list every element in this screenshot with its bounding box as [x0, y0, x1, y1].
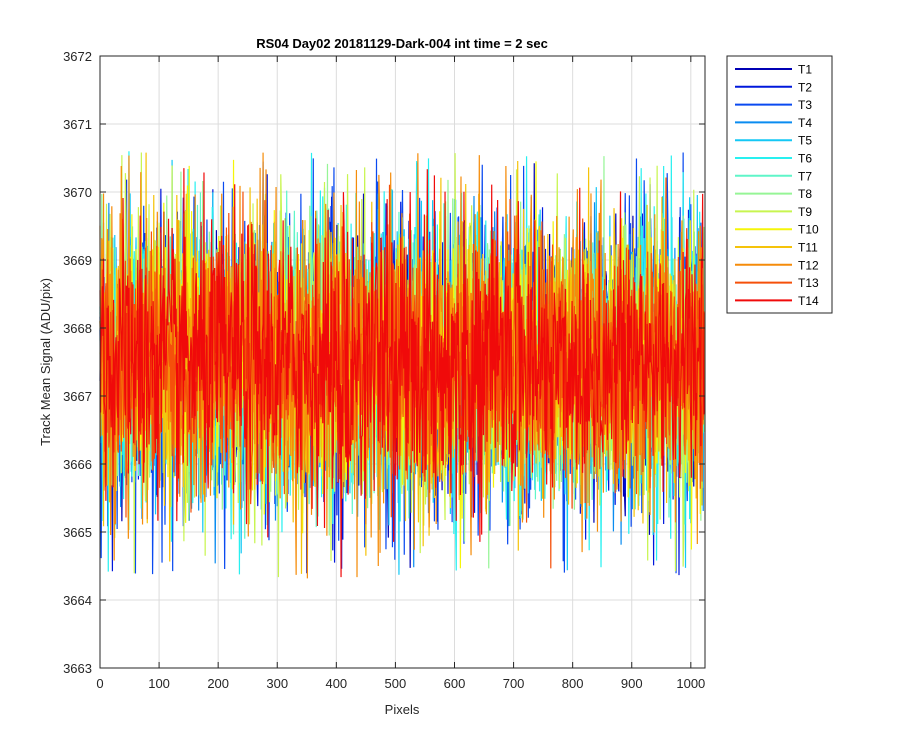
y-tick-label: 3663	[63, 661, 92, 676]
y-tick-label: 3669	[63, 253, 92, 268]
data-series	[99, 151, 706, 579]
legend-label: T3	[798, 98, 812, 112]
axis-ticks: 0 100 200 300 400 500 600 700 800 900 1000 3663 3664…	[63, 49, 705, 691]
y-tick-label: 3667	[63, 389, 92, 404]
x-tick-label: 200	[207, 676, 229, 691]
x-tick-label: 600	[444, 676, 466, 691]
legend-label: T14	[798, 294, 819, 308]
chart-title: RS04 Day02 20181129-Dark-004 int time = …	[256, 36, 548, 51]
legend: T1 T2 T3 T4 T5 T6 T7 T8 T9 T10 T11 T12 T13 T14	[726, 55, 833, 314]
legend-item-t14: T14	[735, 294, 819, 308]
series-line-t14	[99, 168, 706, 578]
y-tick-label: 3670	[63, 185, 92, 200]
legend-item-t6: T6	[735, 152, 812, 166]
y-tick-label: 3666	[63, 457, 92, 472]
legend-item-t13: T13	[735, 276, 819, 290]
legend-item-t7: T7	[735, 169, 812, 183]
legend-label: T9	[798, 205, 812, 219]
legend-label: T13	[798, 276, 819, 290]
y-tick-label: 3665	[63, 525, 92, 540]
x-tick-label: 300	[266, 676, 288, 691]
x-tick-label: 400	[325, 676, 347, 691]
y-tick-label: 3672	[63, 49, 92, 64]
legend-item-t8: T8	[735, 187, 812, 201]
legend-label: T12	[798, 258, 819, 272]
legend-label: T8	[798, 187, 812, 201]
x-tick-label: 500	[385, 676, 407, 691]
legend-item-t10: T10	[735, 223, 819, 237]
x-tick-label: 1000	[676, 676, 705, 691]
legend-label: T6	[798, 152, 812, 166]
legend-item-t2: T2	[735, 80, 812, 94]
legend-label: T4	[798, 116, 812, 130]
y-axis-label: Track Mean Signal (ADU/pix)	[38, 278, 53, 446]
legend-item-t9: T9	[735, 205, 812, 219]
y-tick-label: 3664	[63, 593, 92, 608]
y-tick-label: 3671	[63, 117, 92, 132]
legend-label: T2	[798, 80, 812, 94]
legend-item-t4: T4	[735, 116, 812, 130]
legend-item-t12: T12	[735, 258, 819, 272]
x-tick-label: 0	[96, 676, 103, 691]
legend-item-t3: T3	[735, 98, 812, 112]
legend-items: T1 T2 T3 T4 T5 T6 T7 T8 T9 T10 T11 T12 T13 T14	[735, 63, 819, 308]
x-tick-label: 800	[562, 676, 584, 691]
legend-label: T7	[798, 169, 812, 183]
y-tick-label: 3668	[63, 321, 92, 336]
legend-box	[726, 55, 833, 314]
x-axis-label: Pixels	[385, 702, 420, 717]
axes-box	[99, 55, 706, 669]
legend-label: T10	[798, 223, 819, 237]
legend-item-t5: T5	[735, 134, 812, 148]
legend-item-t11: T11	[735, 241, 818, 255]
legend-label: T5	[798, 134, 812, 148]
x-tick-label: 100	[148, 676, 170, 691]
x-tick-label: 900	[621, 676, 643, 691]
x-tick-label: 700	[503, 676, 525, 691]
legend-item-t1: T1	[735, 63, 812, 77]
legend-label: T1	[798, 63, 812, 77]
legend-label: T11	[798, 241, 818, 255]
